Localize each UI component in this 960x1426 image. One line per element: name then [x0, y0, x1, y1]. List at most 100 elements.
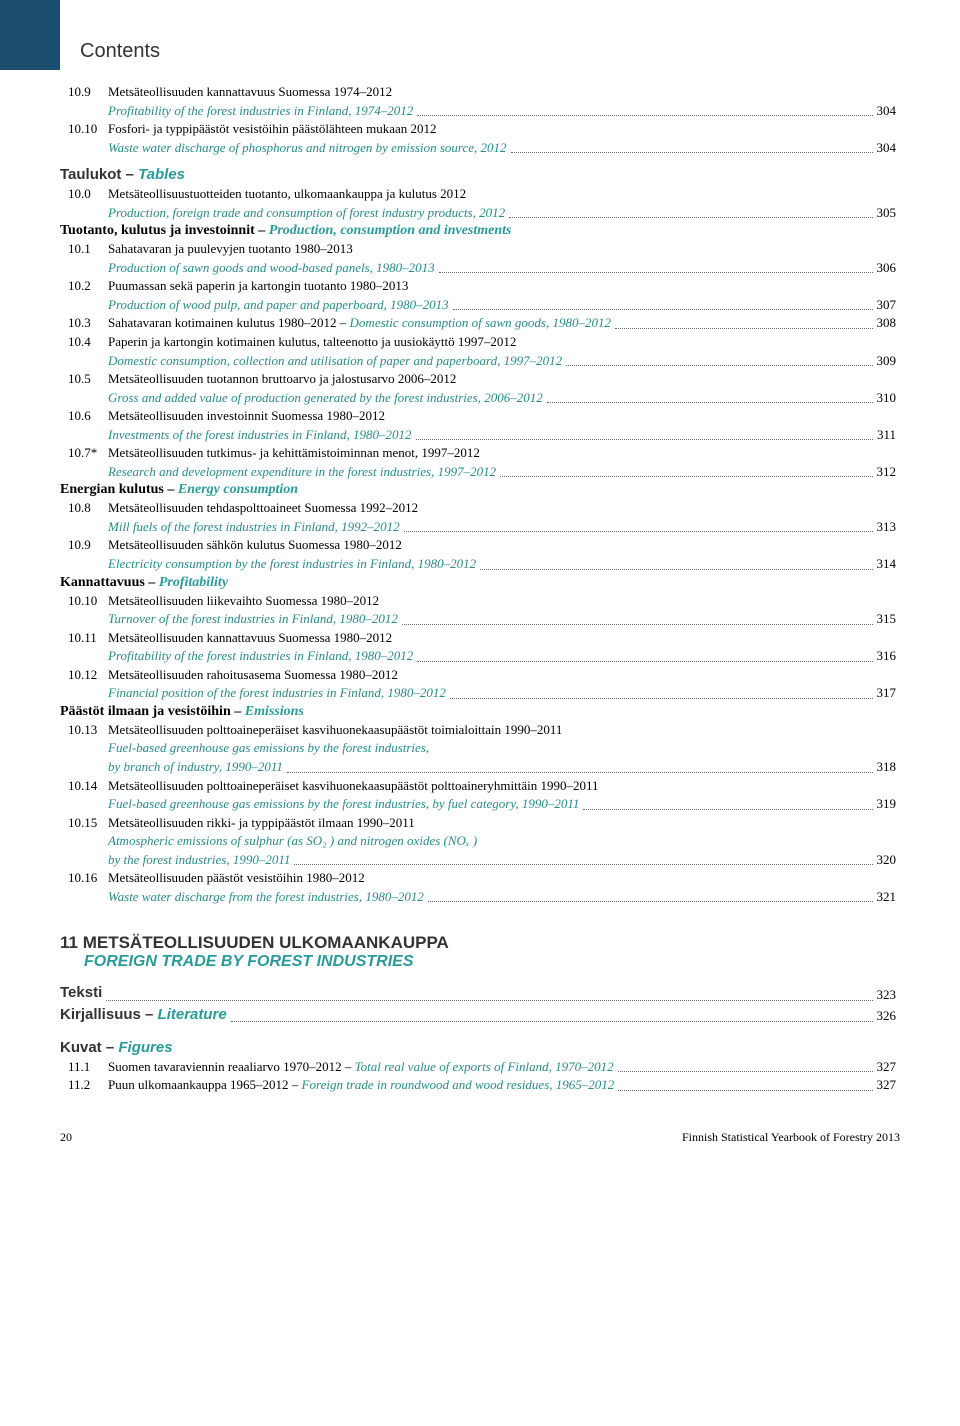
leader-dots: [417, 115, 872, 116]
toc-entry: 10.13 Metsäteollisuuden polttoaineperäis…: [60, 721, 900, 739]
toc-entry-sub: Profitability of the forest industries i…: [60, 102, 900, 120]
entry-title-en: Waste water discharge of phosphorus and …: [108, 139, 507, 157]
leader-dots: [500, 476, 872, 477]
entry-title-en: by the forest industries, 1990–2011: [108, 851, 290, 869]
entry-title: Sahatavaran kotimainen kulutus 1980–2012…: [108, 314, 611, 332]
footer: 20 Finnish Statistical Yearbook of Fores…: [60, 1130, 900, 1145]
leader-dots: [231, 1021, 873, 1022]
subsection-energy: Energian kulutus – Energy consumption: [60, 482, 900, 498]
entry-page: 314: [877, 555, 901, 573]
entry-title-fi: Metsäteollisuuden investoinnit Suomessa …: [108, 407, 385, 425]
leader-dots: [511, 152, 873, 153]
leader-dots: [583, 809, 872, 810]
entry-title-en: Domestic consumption, collection and uti…: [108, 352, 562, 370]
leader-dots: [287, 772, 873, 773]
toc-entry-sub: by the forest industries, 1990–2011 320: [60, 851, 900, 869]
entry-page: 313: [877, 518, 901, 536]
entry-number: 10.11: [60, 629, 108, 647]
entry-title-fi: Metsäteollisuuden kannattavuus Suomessa …: [108, 83, 392, 101]
leader-dots: [428, 901, 873, 902]
entry-page: 327: [877, 1058, 901, 1076]
entry-title-en: Gross and added value of production gene…: [108, 389, 543, 407]
entry-title-en: Financial position of the forest industr…: [108, 684, 446, 702]
entry-page: 319: [877, 795, 901, 813]
entry-title-en: Fuel-based greenhouse gas emissions by t…: [108, 739, 429, 757]
entry-title-fi: Paperin ja kartongin kotimainen kulutus,…: [108, 333, 516, 351]
entry-title-fi: Metsäteollisuuden tehdaspolttoaineet Suo…: [108, 499, 418, 517]
entry-page: 315: [877, 610, 901, 628]
toc-entry: 10.6 Metsäteollisuuden investoinnit Suom…: [60, 407, 900, 425]
entry-title-en: Research and development expenditure in …: [108, 463, 496, 481]
entry-title-en: Investments of the forest industries in …: [108, 426, 412, 444]
toc-entry: 10.11 Metsäteollisuuden kannattavuus Suo…: [60, 629, 900, 647]
entry-page: 306: [877, 259, 901, 277]
toc-entry-sub: Mill fuels of the forest industries in F…: [60, 518, 900, 536]
toc-entry-sub: Production of wood pulp, and paper and p…: [60, 296, 900, 314]
toc-entry-sub: Turnover of the forest industries in Fin…: [60, 610, 900, 628]
entry-page: 317: [877, 684, 901, 702]
toc-entry: 10.8 Metsäteollisuuden tehdaspolttoainee…: [60, 499, 900, 517]
entry-title-fi: Puumassan sekä paperin ja kartongin tuot…: [108, 277, 408, 295]
entry-number: 10.7*: [60, 444, 108, 462]
toc-entry: 10.14 Metsäteollisuuden polttoaineperäis…: [60, 777, 900, 795]
entry-title: Puun ulkomaankauppa 1965–2012 – Foreign …: [108, 1076, 614, 1094]
teksti-label: Teksti: [60, 983, 102, 1003]
entry-number: 10.6: [60, 407, 108, 425]
entry-number: 10.14: [60, 777, 108, 795]
entry-number: 10.9: [60, 83, 108, 101]
entry-title-fi: Metsäteollisuuden rahoitusasema Suomessa…: [108, 666, 398, 684]
toc-entry: 10.4 Paperin ja kartongin kotimainen kul…: [60, 333, 900, 351]
section-tables: Taulukot – Tables: [60, 166, 900, 183]
entry-page: 308: [877, 314, 901, 332]
toc-entry-sub: Electricity consumption by the forest in…: [60, 555, 900, 573]
entry-title-fi: Metsäteollisuuden polttoaineperäiset kas…: [108, 777, 599, 795]
leader-dots: [480, 569, 872, 570]
entry-page: 323: [877, 986, 901, 1004]
entry-title-en: Fuel-based greenhouse gas emissions by t…: [108, 795, 579, 813]
entry-number: 10.15: [60, 814, 108, 832]
entry-number: 10.13: [60, 721, 108, 739]
leader-dots: [416, 439, 873, 440]
entry-page: 309: [877, 352, 901, 370]
entry-page: 304: [877, 102, 901, 120]
entry-number: 10.16: [60, 869, 108, 887]
toc-entry: 10.5 Metsäteollisuuden tuotannon bruttoa…: [60, 370, 900, 388]
entry-number: 10.0: [60, 185, 108, 203]
entry-title-fi: Metsäteollisuuden rikki- ja typpipäästöt…: [108, 814, 415, 832]
subsection-emissions: Päästöt ilmaan ja vesistöihin – Emission…: [60, 704, 900, 720]
entry-number: 10.3: [60, 314, 108, 332]
leader-dots: [402, 624, 873, 625]
sidebar-accent-block: [0, 0, 60, 70]
entry-number: 10.8: [60, 499, 108, 517]
entry-title-fi: Sahatavaran ja puulevyjen tuotanto 1980–…: [108, 240, 353, 258]
entry-title-en: Mill fuels of the forest industries in F…: [108, 518, 400, 536]
toc-entry: 10.9 Metsäteollisuuden sähkön kulutus Su…: [60, 536, 900, 554]
toc-entry: 10.15 Metsäteollisuuden rikki- ja typpip…: [60, 814, 900, 832]
toc-entry-sub: Research and development expenditure in …: [60, 463, 900, 481]
table-of-contents: 10.9 Metsäteollisuuden kannattavuus Suom…: [60, 83, 900, 1094]
entry-page: 304: [877, 139, 901, 157]
toc-entry-sub: Fuel-based greenhouse gas emissions by t…: [60, 739, 900, 757]
entry-title-en: Turnover of the forest industries in Fin…: [108, 610, 398, 628]
toc-entry: 10.2 Puumassan sekä paperin ja kartongin…: [60, 277, 900, 295]
entry-title: Suomen tavaraviennin reaaliarvo 1970–201…: [108, 1058, 614, 1076]
entry-number: 10.10: [60, 120, 108, 138]
entry-title-fi: Metsäteollisuuden polttoaineperäiset kas…: [108, 721, 562, 739]
leader-dots: [547, 402, 873, 403]
leader-dots: [618, 1090, 872, 1091]
page-title: Contents: [80, 40, 900, 63]
entry-page: 327: [877, 1076, 901, 1094]
entry-number: 11.2: [60, 1076, 108, 1094]
entry-title-fi: Metsäteollisuuden liikevaihto Suomessa 1…: [108, 592, 379, 610]
page-number: 20: [60, 1130, 72, 1145]
toc-entry: 11.2 Puun ulkomaankauppa 1965–2012 – For…: [60, 1076, 900, 1094]
entry-title-en: Waste water discharge from the forest in…: [108, 888, 424, 906]
entry-page: 320: [877, 851, 901, 869]
toc-entry-sub: Profitability of the forest industries i…: [60, 647, 900, 665]
entry-title-en: Production, foreign trade and consumptio…: [108, 204, 505, 222]
toc-entry-sub: Financial position of the forest industr…: [60, 684, 900, 702]
toc-entry: 10.3 Sahatavaran kotimainen kulutus 1980…: [60, 314, 900, 332]
entry-title-en: Profitability of the forest industries i…: [108, 647, 413, 665]
entry-page: 310: [877, 389, 901, 407]
toc-entry-sub: Gross and added value of production gene…: [60, 389, 900, 407]
